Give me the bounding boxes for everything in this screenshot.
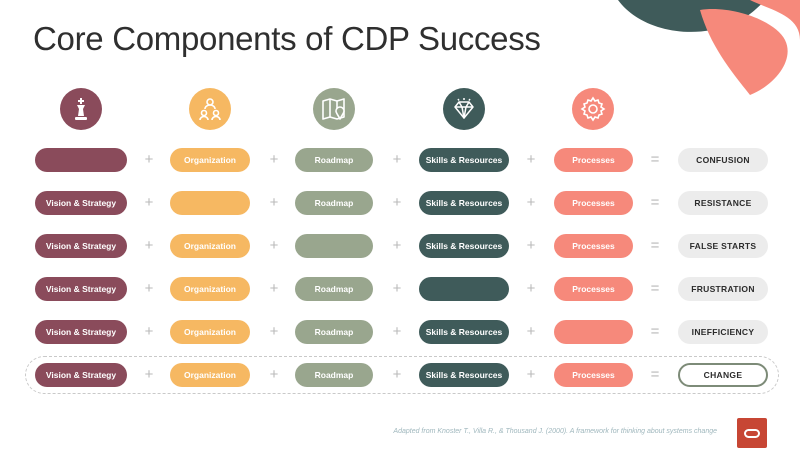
processes-pill: Processes	[554, 363, 633, 387]
plus-sign: +	[392, 280, 402, 297]
equals-sign: =	[650, 194, 660, 211]
plus-sign: +	[144, 323, 154, 340]
result-label: INEFFICIENCY	[678, 320, 768, 344]
skills-resources-pill: Skills & Resources	[419, 148, 509, 172]
gear-icon	[572, 88, 614, 130]
result-label: CHANGE	[678, 363, 768, 387]
plus-sign: +	[269, 323, 279, 340]
map-pin-icon	[313, 88, 355, 130]
processes-pill: Processes	[554, 277, 633, 301]
roadmap-pill: Roadmap	[295, 363, 373, 387]
roadmap-pill: Roadmap	[295, 191, 373, 215]
organization-pill: Organization	[170, 320, 250, 344]
decorative-leaves	[618, 0, 800, 95]
diamond-icon	[443, 88, 485, 130]
plus-sign: +	[144, 366, 154, 383]
plus-sign: +	[269, 280, 279, 297]
plus-sign: +	[392, 323, 402, 340]
plus-sign: +	[392, 151, 402, 168]
plus-sign: +	[526, 151, 536, 168]
team-hierarchy-icon	[189, 88, 231, 130]
plus-sign: +	[392, 237, 402, 254]
equals-sign: =	[650, 280, 660, 297]
plus-sign: +	[392, 366, 402, 383]
plus-sign: +	[392, 194, 402, 211]
result-label: FRUSTRATION	[678, 277, 768, 301]
result-label: FALSE STARTS	[678, 234, 768, 258]
plus-sign: +	[269, 194, 279, 211]
page-title: Core Components of CDP Success	[33, 20, 541, 57]
plus-sign: +	[269, 151, 279, 168]
roadmap-pill: Roadmap	[295, 277, 373, 301]
vision-strategy-pill: Vision & Strategy	[35, 191, 127, 215]
roadmap-pill: Roadmap	[295, 320, 373, 344]
chess-king-icon	[60, 88, 102, 130]
processes-pill: Processes	[554, 234, 633, 258]
processes-pill: Processes	[554, 191, 633, 215]
plus-sign: +	[144, 237, 154, 254]
organization-pill	[170, 191, 250, 215]
oracle-logo	[737, 418, 767, 448]
plus-sign: +	[526, 366, 536, 383]
roadmap-pill: Roadmap	[295, 148, 373, 172]
vision-strategy-pill: Vision & Strategy	[35, 320, 127, 344]
vision-strategy-pill	[35, 148, 127, 172]
processes-pill: Processes	[554, 148, 633, 172]
skills-resources-pill: Skills & Resources	[419, 363, 509, 387]
equals-sign: =	[650, 237, 660, 254]
plus-sign: +	[144, 194, 154, 211]
organization-pill: Organization	[170, 363, 250, 387]
vision-strategy-pill: Vision & Strategy	[35, 277, 127, 301]
plus-sign: +	[144, 151, 154, 168]
plus-sign: +	[526, 194, 536, 211]
skills-resources-pill: Skills & Resources	[419, 191, 509, 215]
result-label: RESISTANCE	[678, 191, 768, 215]
equals-sign: =	[650, 151, 660, 168]
plus-sign: +	[144, 280, 154, 297]
citation: Adapted from Knoster T., Villa R., & Tho…	[393, 428, 717, 435]
result-label: CONFUSION	[678, 148, 768, 172]
skills-resources-pill: Skills & Resources	[419, 320, 509, 344]
organization-pill: Organization	[170, 234, 250, 258]
success-row-highlight	[25, 356, 779, 394]
vision-strategy-pill: Vision & Strategy	[35, 363, 127, 387]
skills-resources-pill: Skills & Resources	[419, 234, 509, 258]
vision-strategy-pill: Vision & Strategy	[35, 234, 127, 258]
plus-sign: +	[269, 237, 279, 254]
organization-pill: Organization	[170, 277, 250, 301]
plus-sign: +	[526, 280, 536, 297]
plus-sign: +	[526, 323, 536, 340]
equals-sign: =	[650, 323, 660, 340]
plus-sign: +	[526, 237, 536, 254]
processes-pill	[554, 320, 633, 344]
plus-sign: +	[269, 366, 279, 383]
skills-resources-pill	[419, 277, 509, 301]
organization-pill: Organization	[170, 148, 250, 172]
roadmap-pill	[295, 234, 373, 258]
equals-sign: =	[650, 366, 660, 383]
